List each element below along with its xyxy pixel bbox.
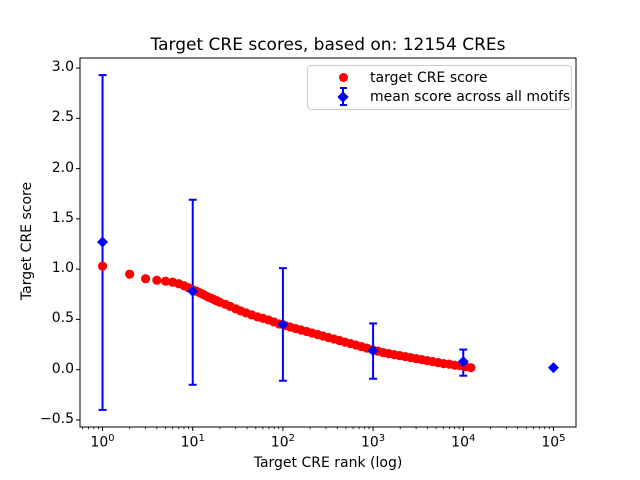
legend-errorbar-cap-bottom [339,104,347,106]
x-axis-ticks [82,427,554,431]
y-tick-label: 0.0 [51,360,74,377]
y-tick-label: 3.0 [51,59,74,76]
legend-marker-cell [316,68,370,87]
x-tick-label: 105 [541,433,566,451]
plot-frame [79,57,577,428]
x-tick-label: 100 [90,433,115,451]
target-cre-score-points [97,261,476,373]
y-tick-label: −0.5 [40,410,74,427]
legend-label: mean score across all motifs [370,88,571,105]
y-axis-ticks [76,67,80,421]
y-tick-label: 1.5 [51,209,74,226]
legend-entry-target-cre-score: target CRE score [308,68,571,87]
legend-errorbar-cap-top [339,87,347,89]
x-axis-label: Target CRE rank (log) [253,455,403,471]
mean-score-markers [97,236,559,374]
x-tick-label: 104 [451,433,476,451]
legend-label: target CRE score [370,69,488,86]
y-tick-label: 2.5 [51,109,74,126]
y-axis-label: Target CRE score [19,181,35,301]
x-tick-label: 103 [360,433,386,451]
x-tick-label: 102 [270,433,295,451]
x-tick-label: 101 [180,433,205,451]
y-tick-label: 2.0 [51,159,74,176]
legend-entry-mean-score: mean score across all motifs [308,87,571,106]
legend-circle-marker [338,73,348,82]
legend-marker-cell [316,87,370,106]
y-tick-label: 0.5 [51,310,74,327]
legend: target CRE score mean score across all m… [307,65,572,110]
legend-diamond-marker [337,90,349,103]
y-tick-label: 1.0 [51,260,74,277]
chart-title: Target CRE scores, based on: 12154 CREs [150,35,506,55]
